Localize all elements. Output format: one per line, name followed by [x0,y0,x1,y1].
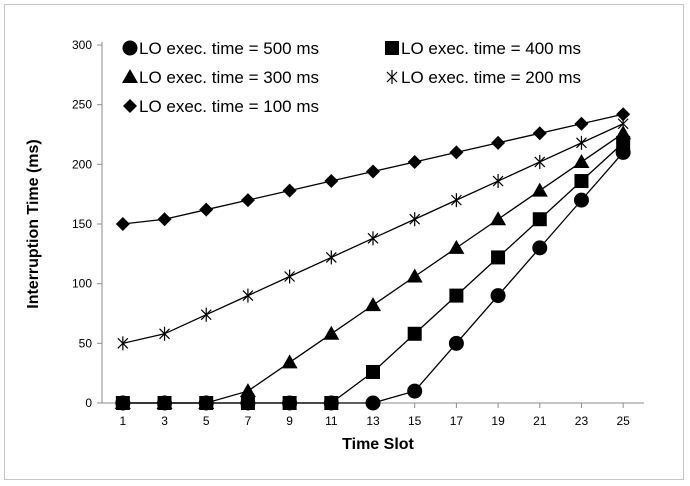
data-point-diamond [115,217,130,231]
data-point-triangle [406,268,423,283]
y-tick-label: 200 [72,157,92,171]
x-tick-label: 19 [491,414,505,428]
data-point-diamond [407,154,422,169]
data-point-triangle [365,297,381,312]
data-point-asterisk [409,212,421,227]
data-point-circle [407,383,423,399]
data-point-circle [490,288,506,304]
data-point-diamond [282,183,297,198]
data-point-diamond [574,116,589,131]
data-point-diamond [240,193,255,208]
legend-diamond-icon [123,99,137,113]
legend-item: LO exec. time = 100 ms [123,97,319,116]
legend-item: LO exec. time = 500 ms [122,39,319,58]
x-tick-label: 9 [286,414,293,428]
data-point-asterisk [492,174,504,189]
data-point-triangle [156,395,173,409]
data-point-square [532,212,547,227]
data-point-square [491,250,506,265]
series-line-square [122,142,624,404]
x-tick-label: 17 [450,414,464,428]
legend-label: LO exec. time = 300 ms [139,68,319,87]
data-point-square [240,396,255,410]
data-point-diamond [532,126,547,141]
x-axis-title: Time Slot [342,436,414,453]
data-point-square [324,396,339,410]
data-point-asterisk [450,193,462,208]
data-point-diamond [324,174,339,189]
data-point-asterisk [200,307,212,322]
legend-square-icon [385,41,399,55]
y-tick-label: 150 [72,217,92,231]
data-point-square [407,326,422,341]
data-point-square [366,364,380,379]
legend-label: LO exec. time = 400 ms [401,39,581,58]
data-point-triangle [323,325,340,340]
x-tick-label: 7 [245,414,252,428]
legend-item: LO exec. time = 400 ms [385,39,581,58]
data-point-diamond [491,135,506,150]
y-tick-label: 50 [79,336,93,350]
legend-asterisk-icon [386,70,398,84]
data-point-triangle [531,182,548,197]
x-tick-label: 1 [120,414,127,428]
data-point-asterisk [576,135,587,150]
legend-item: LO exec. time = 200 ms [386,68,581,87]
x-tick-label: 21 [533,414,547,428]
x-tick-label: 3 [161,414,168,428]
y-tick-label: 300 [72,38,92,52]
y-tick-label: 100 [72,277,92,291]
series-markers [114,107,632,411]
x-tick-label: 15 [408,414,422,428]
legend-circle-icon [122,40,138,56]
legend-item: LO exec. time = 300 ms [122,68,319,87]
data-point-circle [532,240,548,256]
data-point-triangle [615,125,632,140]
data-point-circle [365,395,381,411]
data-point-asterisk [325,250,337,265]
data-point-asterisk [117,336,129,351]
y-axis-title: Interruption Time (ms) [25,139,42,309]
data-point-asterisk [242,288,254,303]
legend: LO exec. time = 500 ms LO exec. time = 40… [122,39,581,116]
legend-label: LO exec. time = 500 ms [139,39,319,58]
data-point-circle [573,192,589,208]
data-point-square [574,174,589,189]
data-point-diamond [199,202,214,217]
series-lines [122,113,624,404]
data-point-triangle [281,354,298,369]
data-point-asterisk [284,269,296,284]
data-point-diamond [449,145,464,160]
data-point-diamond [157,212,172,227]
y-tick-label: 250 [72,98,92,112]
data-point-triangle [198,395,215,409]
y-tick-label: 0 [85,396,92,410]
x-tick-label: 11 [325,414,338,428]
data-point-triangle [114,395,131,409]
data-point-triangle [239,383,256,398]
data-point-triangle [448,239,465,254]
data-point-square [449,288,464,303]
data-point-diamond [366,164,380,179]
data-point-triangle [573,153,590,168]
data-point-triangle [490,211,507,226]
data-point-square [616,135,631,150]
data-point-diamond [616,107,631,122]
x-tick-label: 23 [575,414,589,428]
data-point-asterisk [534,154,546,169]
x-tick-label: 5 [203,414,210,428]
legend-label: LO exec. time = 200 ms [401,68,581,87]
legend-label: LO exec. time = 100 ms [139,97,319,116]
data-point-asterisk [159,326,170,341]
x-tick-label: 25 [616,414,630,428]
data-point-asterisk [367,231,379,246]
legend-triangle-icon [122,69,138,83]
data-point-circle [448,335,464,351]
data-point-square [282,396,297,410]
x-tick-label: 13 [366,414,380,428]
